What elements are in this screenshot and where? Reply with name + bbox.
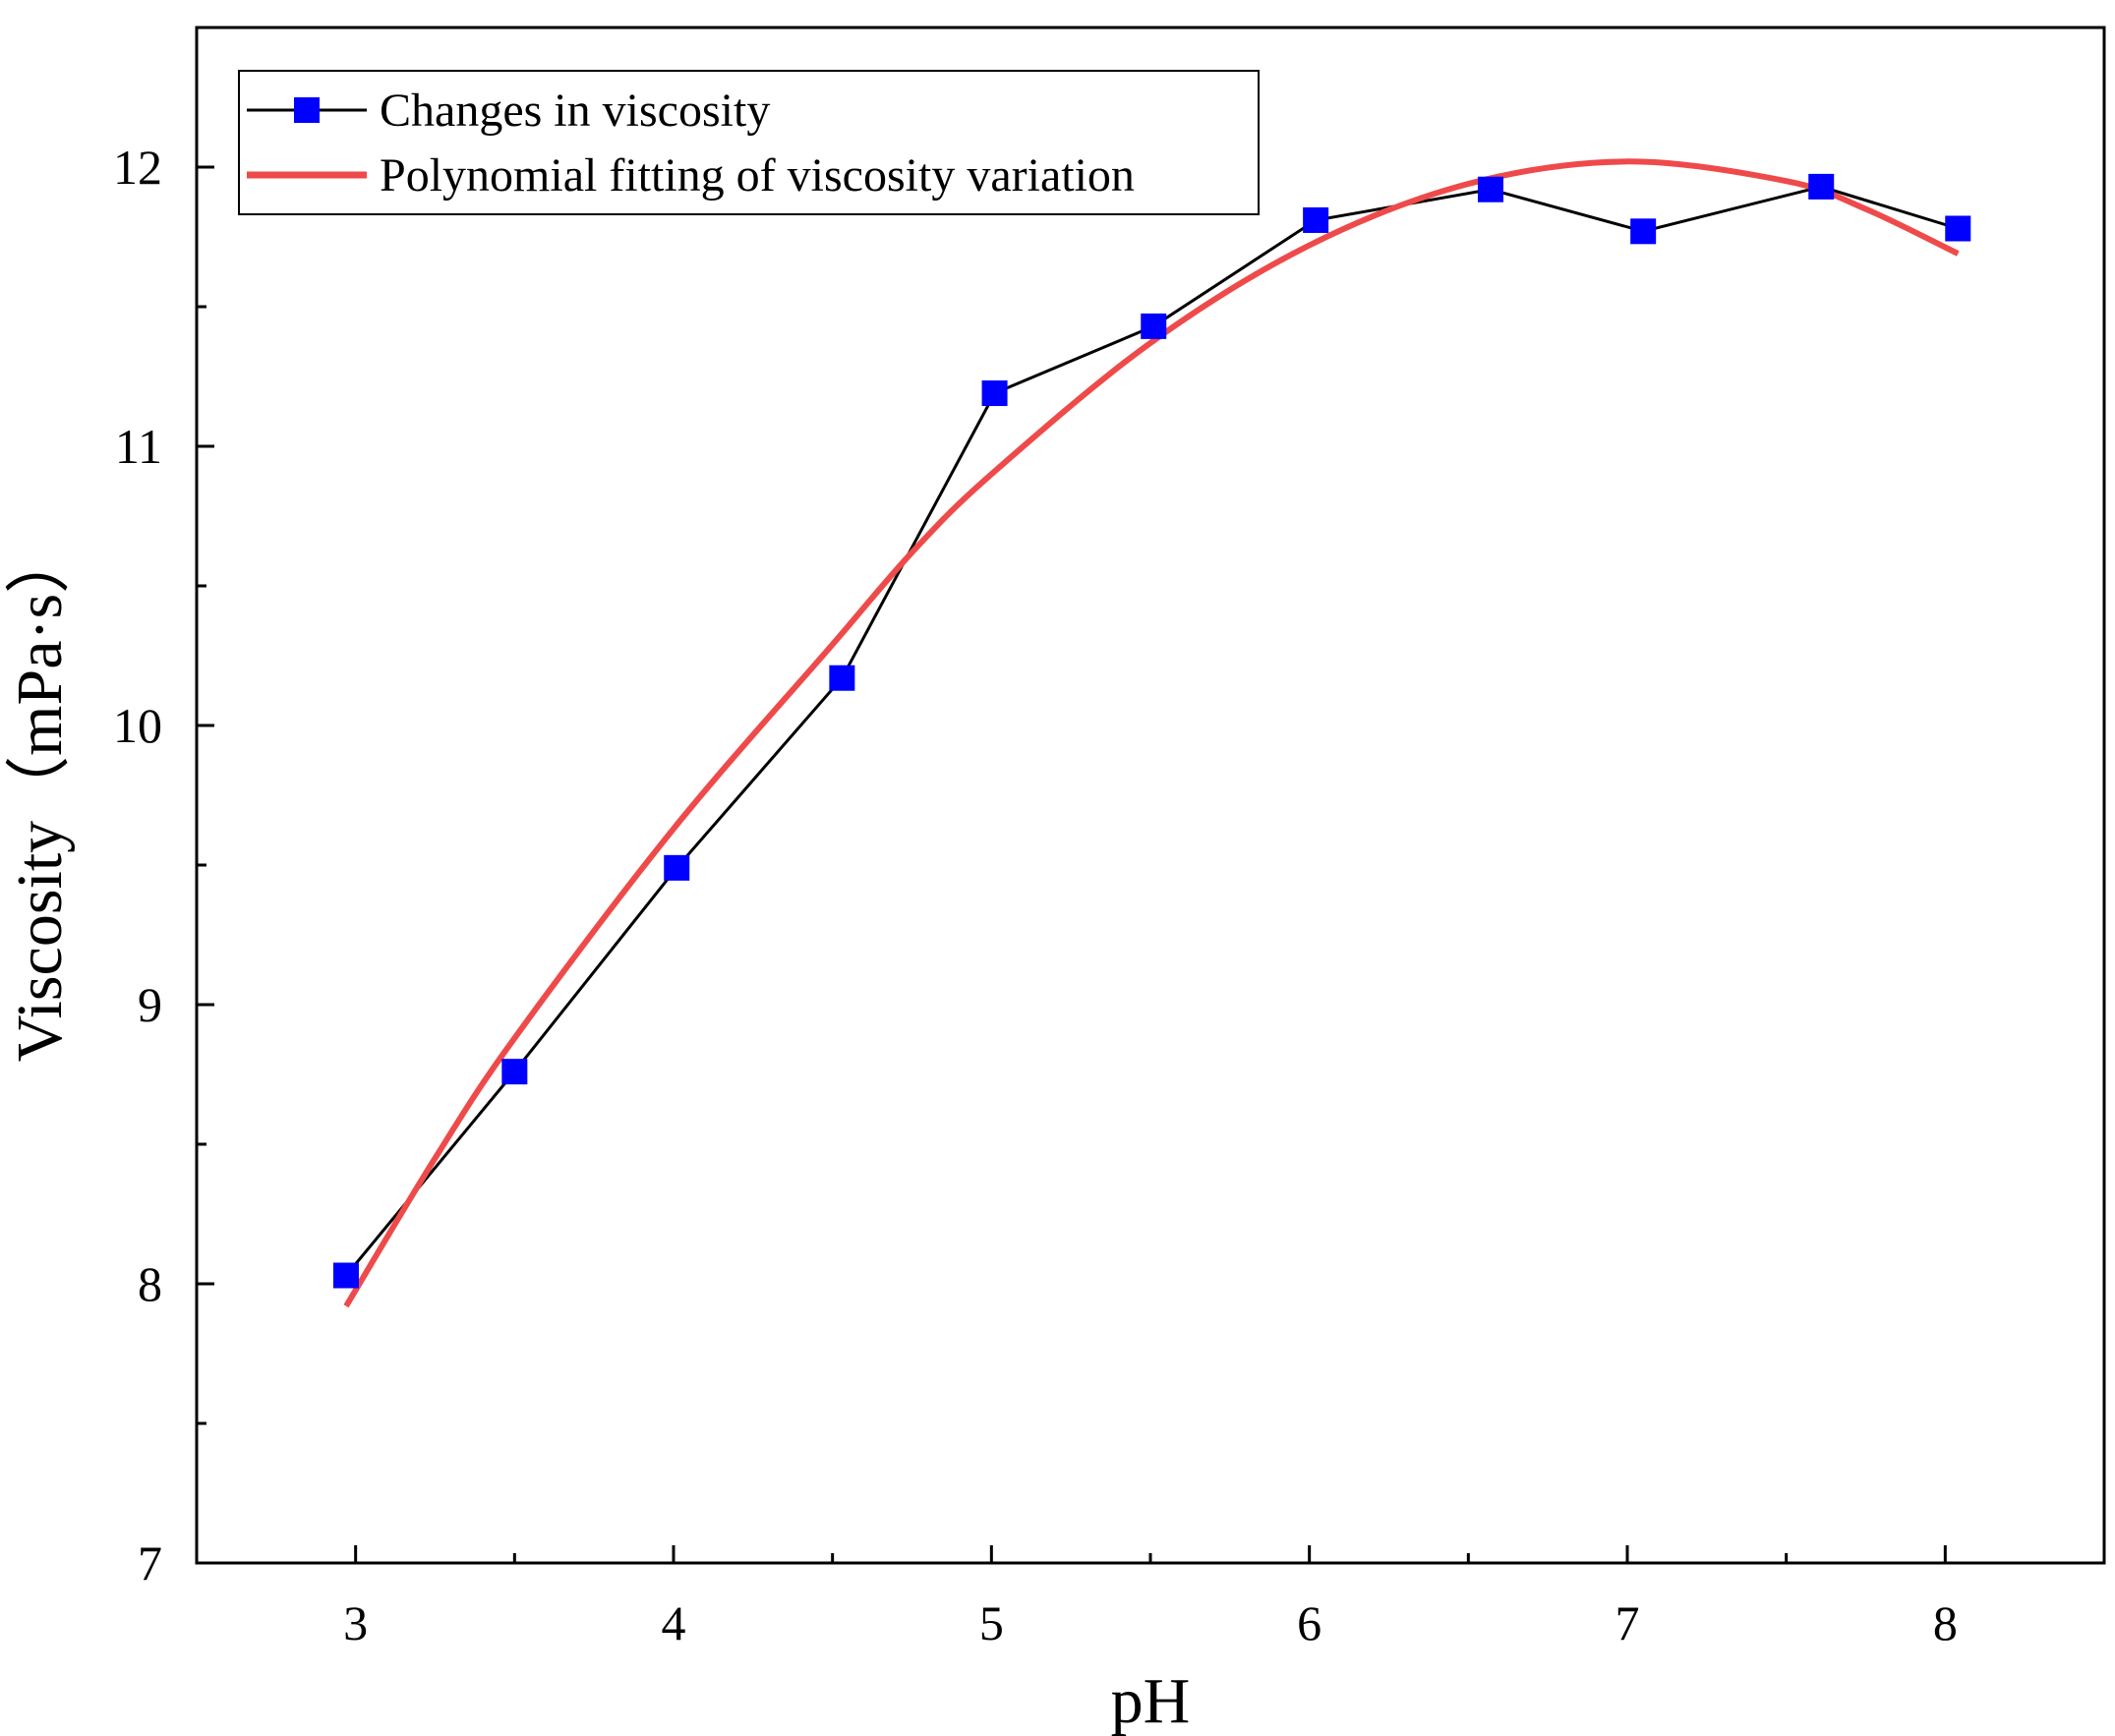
legend-box	[238, 70, 1260, 215]
plot-border	[195, 26, 2106, 1565]
x-tick-label: 4	[662, 1595, 686, 1650]
data-point-marker	[1945, 215, 1971, 242]
data-point-marker	[501, 1059, 528, 1085]
x-tick-label: 3	[343, 1595, 368, 1650]
data-point-marker	[981, 380, 1008, 407]
legend-label-fit: Polynomial fitting of viscosity variatio…	[380, 149, 1135, 202]
x-tick-label: 5	[979, 1595, 1004, 1650]
legend: Changes in viscosity Polynomial fitting o…	[238, 70, 1260, 215]
data-point-marker	[1303, 206, 1329, 233]
plot-frame	[195, 26, 2106, 1565]
data-point-marker	[1630, 218, 1657, 245]
x-tick-label: 7	[1616, 1595, 1640, 1650]
data-point-marker	[829, 665, 855, 691]
data-point-marker	[332, 1262, 359, 1289]
legend-label-viscosity: Changes in viscosity	[380, 85, 770, 137]
data-point-marker	[1141, 313, 1167, 339]
series-line-viscosity	[344, 185, 1959, 1277]
y-tick-label: 11	[115, 419, 162, 474]
x-tick-label: 6	[1297, 1595, 1322, 1650]
data-point-marker	[1477, 176, 1503, 203]
legend-marker-viscosity	[294, 97, 320, 123]
y-tick-label: 9	[138, 977, 162, 1032]
y-tick-label: 8	[138, 1256, 162, 1311]
x-tick-label: 8	[1933, 1595, 1958, 1650]
y-tick-label: 12	[113, 140, 162, 195]
y-tick-label: 7	[138, 1535, 162, 1591]
axis-ticks: 3 4 5 6 7 8 7 8 9 10 11 12	[113, 140, 1958, 1650]
data-point-marker	[1808, 173, 1835, 200]
data-point-marker	[664, 854, 690, 881]
y-axis-title: Viscosity（mPa·s）	[4, 529, 76, 1062]
series-layer	[332, 158, 1971, 1308]
x-axis-title: pH	[1111, 1665, 1191, 1736]
series-fit-curve	[343, 158, 1960, 1308]
y-tick-label: 10	[113, 698, 162, 753]
